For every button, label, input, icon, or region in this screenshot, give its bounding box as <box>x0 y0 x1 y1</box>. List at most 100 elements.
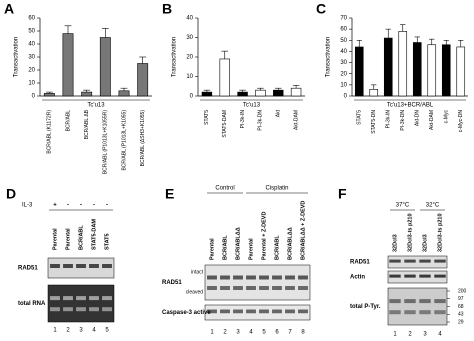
band <box>50 264 60 268</box>
y-tick-label: 40 <box>340 49 347 55</box>
y-tick-label: 30 <box>28 55 35 61</box>
y-tick-label: 60 <box>28 16 35 22</box>
category-label: c-Myc-DN <box>458 110 464 133</box>
marker-label: 200 <box>458 288 467 294</box>
band <box>298 275 308 280</box>
y-axis-label: Transactivation <box>14 37 20 77</box>
lane-label: Parental <box>248 238 254 260</box>
y-tick-label: 50 <box>340 38 347 44</box>
treatment: - <box>93 203 95 209</box>
lane-number: 2 <box>66 328 70 334</box>
band <box>389 274 401 278</box>
lane-number: 4 <box>438 332 442 338</box>
band <box>63 296 73 301</box>
lane-number: 2 <box>223 330 227 336</box>
band <box>419 299 431 304</box>
bar <box>427 44 437 97</box>
y-tick-label: 40 <box>186 16 193 22</box>
lane-label: STAT5-DAM <box>91 219 97 250</box>
category-label: PI-3k-DN <box>400 110 406 131</box>
band <box>419 274 431 278</box>
panel-label: D <box>6 186 16 202</box>
band <box>298 286 308 290</box>
band <box>285 309 295 314</box>
bar <box>369 89 379 97</box>
category-label: PI-3k-IN <box>386 110 392 129</box>
band <box>233 286 243 290</box>
band <box>63 307 73 312</box>
y-axis-label: Transactivation <box>172 37 178 77</box>
lane-label: BCR/ABL <box>274 235 280 260</box>
category-label: PI-3k-DN <box>258 110 264 131</box>
band <box>404 310 416 315</box>
band <box>246 275 256 280</box>
band <box>285 275 295 280</box>
row-label: total RNA <box>18 301 46 307</box>
band <box>389 310 401 315</box>
treatment-label: IL-3 <box>22 203 33 209</box>
band <box>102 296 112 301</box>
panel-label: C <box>316 1 326 17</box>
band <box>220 286 230 290</box>
blot <box>387 287 448 326</box>
category-label: Akt-DAM <box>429 110 435 130</box>
bar <box>456 46 466 97</box>
category-label: BCR/ABL <box>65 110 71 132</box>
treatment: - <box>67 203 69 209</box>
category-label: BCR/ABL (P1013L+K1055) <box>121 110 127 171</box>
band <box>272 309 282 314</box>
blot <box>204 264 311 301</box>
lane-number: 7 <box>288 330 292 336</box>
band <box>89 296 99 301</box>
y-tick-label: 30 <box>186 35 193 41</box>
bar <box>273 89 284 97</box>
y-axis-label: Transactivation <box>326 37 332 77</box>
band <box>102 264 112 268</box>
band <box>434 310 446 315</box>
band <box>207 275 217 280</box>
y-tick-label: 10 <box>28 81 35 87</box>
band <box>233 309 243 314</box>
band <box>246 309 256 314</box>
band <box>259 275 269 280</box>
blot <box>387 255 448 269</box>
row-label: Caspase-3 active <box>162 310 211 316</box>
band <box>404 299 416 304</box>
lane-number: 2 <box>408 332 412 338</box>
group-label: 37°C <box>396 203 410 209</box>
marker-label: 29 <box>458 319 464 325</box>
x-axis-label: Tc'u13 <box>243 103 261 109</box>
bar <box>354 46 364 97</box>
lane-label: Parental <box>209 238 215 260</box>
lane-number: 1 <box>393 332 397 338</box>
category-label: STAT5 <box>357 110 363 125</box>
row-label: total P-Tyr. <box>350 304 381 310</box>
band <box>63 264 73 268</box>
lane-label: Parental + Z-DEVD <box>261 212 267 260</box>
bar <box>81 91 93 97</box>
lane-number: 6 <box>275 330 279 336</box>
band <box>434 259 446 263</box>
lane-label: Parental <box>65 228 71 250</box>
band <box>233 275 243 280</box>
bar <box>201 91 213 97</box>
bar <box>219 58 230 97</box>
band <box>220 309 230 314</box>
row-label: RAD51 <box>18 266 38 272</box>
band <box>259 286 269 290</box>
bar <box>255 89 266 97</box>
lane-number: 1 <box>210 330 214 336</box>
category-label: Akt-DN <box>415 110 421 127</box>
band <box>246 286 256 290</box>
y-tick-label: 20 <box>186 55 193 61</box>
y-tick-label: 10 <box>186 74 193 80</box>
row-sublabel: cleaved <box>186 289 203 295</box>
x-axis-label: Tc'u13 <box>87 103 105 109</box>
panel-label: B <box>162 1 172 17</box>
y-tick-label: 0 <box>190 94 194 100</box>
band <box>272 275 282 280</box>
category-label: BCR/ABL (ΔSH3+K1055) <box>140 110 146 167</box>
lane-label: STAT5 <box>104 233 110 250</box>
category-label: STAT5-DAM <box>222 110 228 138</box>
